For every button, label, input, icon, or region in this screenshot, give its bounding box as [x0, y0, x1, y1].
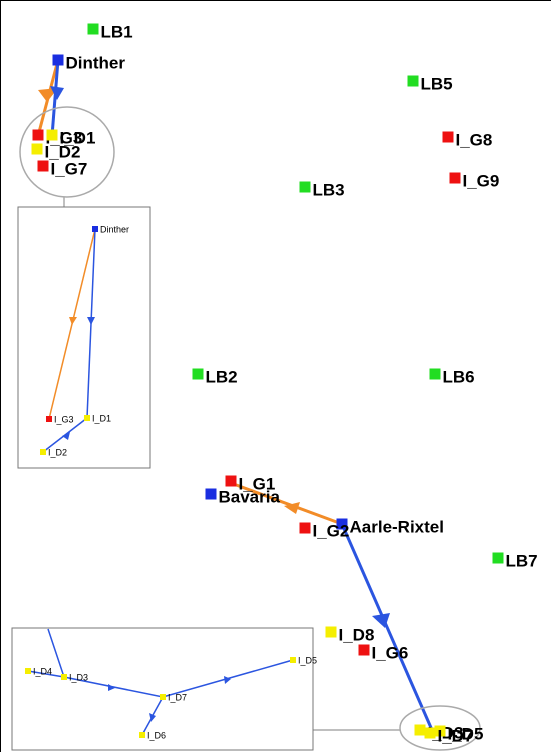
arrow — [50, 86, 64, 100]
arrow — [149, 713, 156, 722]
arrow — [69, 317, 77, 325]
node-label: I_D8 — [339, 625, 375, 644]
zoom-ellipse — [19, 106, 115, 198]
node — [31, 143, 43, 155]
arrow — [372, 613, 390, 628]
node — [46, 129, 58, 141]
node — [492, 552, 504, 564]
node — [40, 449, 46, 455]
edge — [230, 481, 343, 526]
node — [87, 23, 99, 35]
node — [32, 129, 44, 141]
node-label: I_D4 — [33, 666, 52, 676]
node-label: LB6 — [443, 367, 475, 386]
node-label: I_D7 — [168, 692, 187, 702]
edge — [47, 628, 65, 678]
node — [25, 668, 31, 674]
node-label: I_G6 — [372, 643, 409, 662]
node — [84, 415, 90, 421]
node-label: I_D5 — [298, 655, 317, 665]
node-label: I_D3 — [69, 672, 88, 682]
node-label: Aarle-Rixtel — [350, 517, 444, 536]
node — [299, 522, 311, 534]
node-label: I_D1 — [92, 413, 111, 423]
node — [92, 226, 98, 232]
node — [290, 657, 296, 663]
inset-panel — [11, 627, 314, 751]
node — [442, 131, 454, 143]
node-label: I_D2 — [45, 142, 81, 161]
arrow — [224, 676, 231, 684]
node — [160, 694, 166, 700]
node — [407, 75, 419, 87]
arrow — [62, 432, 70, 440]
node-label: LB7 — [506, 551, 538, 570]
node — [336, 518, 348, 530]
node-label: LB1 — [101, 22, 133, 41]
node-label: LB2 — [206, 367, 238, 386]
node — [358, 644, 370, 656]
arrow — [108, 684, 115, 691]
node-label: I_G8 — [456, 130, 493, 149]
node — [299, 181, 311, 193]
arrow — [87, 317, 95, 325]
zoom-ellipse — [399, 705, 481, 751]
node-label: Bavaria — [219, 487, 281, 506]
node-label: I_G2 — [313, 521, 350, 540]
node — [37, 160, 49, 172]
node-label: I_G9 — [463, 171, 500, 190]
node — [434, 725, 446, 737]
node-label: I_D1 — [60, 128, 96, 147]
node-label: I_G7 — [51, 159, 88, 178]
node-label: I_D6 — [147, 730, 166, 740]
node — [449, 172, 461, 184]
node — [414, 724, 426, 736]
node — [424, 727, 436, 739]
node — [225, 475, 237, 487]
node-label: I_G3 — [54, 414, 74, 424]
edge — [340, 523, 434, 731]
edges — [11, 59, 481, 751]
node — [205, 488, 217, 500]
node — [192, 368, 204, 380]
node-label: LB3 — [313, 180, 345, 199]
node-label: I_D2 — [48, 447, 67, 457]
node — [325, 626, 337, 638]
edge — [50, 59, 60, 137]
inset-panel — [17, 206, 151, 469]
node-label: I_D5 — [448, 724, 484, 743]
node — [429, 368, 441, 380]
node-label: I_D7 — [438, 726, 474, 745]
arrow — [284, 502, 300, 514]
node — [52, 54, 64, 66]
node-label: LB5 — [421, 74, 453, 93]
node — [61, 674, 67, 680]
node-label: Dinther — [100, 224, 129, 234]
node — [46, 416, 52, 422]
node — [139, 732, 145, 738]
node-label: I_G1 — [239, 474, 276, 493]
node-label: Dinther — [66, 53, 126, 72]
